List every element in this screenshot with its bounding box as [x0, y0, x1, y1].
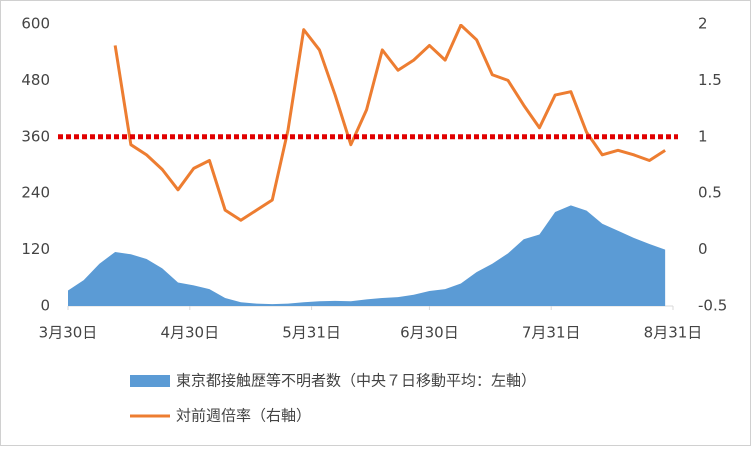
legend-swatch — [130, 375, 170, 387]
y-tick-label: 600 — [21, 15, 50, 33]
legend-label: 東京都接触歴等不明者数（中央７日移動平均：左軸） — [176, 372, 536, 390]
y-tick-label: 360 — [21, 127, 50, 145]
y2-tick-label: -0.5 — [698, 297, 727, 315]
y2-tick-label: 1.5 — [698, 71, 722, 89]
x-tick-label: 3月30日 — [39, 324, 98, 342]
area — [68, 205, 666, 306]
x-tick-label: 8月31日 — [644, 324, 703, 342]
line — [113, 24, 666, 222]
x-tick-label: 6月30日 — [400, 324, 459, 342]
y2-tick-label: 0 — [698, 240, 708, 258]
y2-tick-label: 0.5 — [698, 184, 722, 202]
y-tick-label: 480 — [21, 71, 50, 89]
y2-tick-label: 2 — [698, 15, 708, 33]
y2-tick-label: 1 — [698, 127, 708, 145]
y-tick-label: 240 — [21, 184, 50, 202]
x-tick-label: 4月30日 — [160, 324, 219, 342]
y-tick-label: 120 — [21, 240, 50, 258]
y-tick-label: 0 — [40, 297, 50, 315]
x-tick-label: 5月31日 — [282, 324, 341, 342]
x-tick-label: 7月31日 — [522, 324, 581, 342]
legend-label: 対前週倍率（右軸） — [176, 407, 311, 425]
